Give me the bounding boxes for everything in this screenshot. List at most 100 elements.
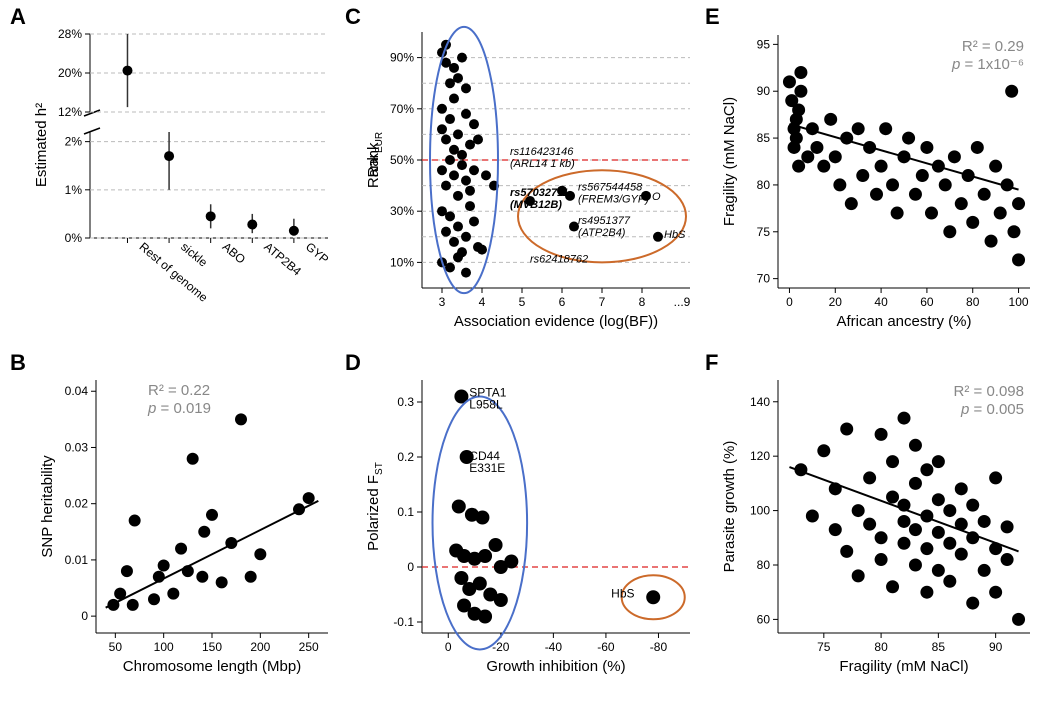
svg-text:70%: 70% <box>390 102 414 116</box>
svg-text:200: 200 <box>250 640 270 654</box>
svg-text:GYP: GYP <box>303 240 331 267</box>
panel-label-A: A <box>10 4 26 30</box>
svg-text:0.1: 0.1 <box>397 505 414 519</box>
svg-text:RankEUR: RankEUR <box>365 132 385 188</box>
svg-text:90: 90 <box>757 84 771 98</box>
panel-F: 758085906080100120140Fragility (mM NaCl)… <box>720 365 1040 685</box>
svg-text:90: 90 <box>989 640 1003 654</box>
svg-text:Fragility (mM NaCl): Fragility (mM NaCl) <box>839 658 968 675</box>
svg-text:-0.1: -0.1 <box>393 615 414 629</box>
svg-text:250: 250 <box>299 640 319 654</box>
panel-C: 345678...910%30%50%70%90%rs116423146(ARL… <box>360 20 700 340</box>
figure-root: A B C D E F 28% 20% 12% 2% 1% 0% Estimated h² R… <box>0 0 1050 703</box>
svg-text:SNP heritability: SNP heritability <box>39 455 56 558</box>
svg-text:Chromosome length (Mbp): Chromosome length (Mbp) <box>123 658 301 675</box>
svg-text:0.03: 0.03 <box>65 440 89 454</box>
svg-text:20: 20 <box>829 295 843 309</box>
chart-B: 5010015020025000.010.020.030.04Chromosom… <box>28 365 338 685</box>
svg-text:40: 40 <box>874 295 888 309</box>
svg-text:85: 85 <box>932 640 946 654</box>
panel-label-E: E <box>705 4 720 30</box>
chart-E: 020406080100707580859095African ancestry… <box>720 20 1040 340</box>
svg-text:1%: 1% <box>65 183 83 197</box>
svg-text:85: 85 <box>757 131 771 145</box>
svg-text:100: 100 <box>154 640 174 654</box>
svg-text:0: 0 <box>407 560 414 574</box>
svg-text:rs4951377: rs4951377 <box>578 215 631 227</box>
svg-text:7: 7 <box>599 295 606 309</box>
svg-text:Polarized FST: Polarized FST <box>365 462 385 551</box>
svg-text:6: 6 <box>559 295 566 309</box>
svg-text:Parasite growth (%): Parasite growth (%) <box>721 441 738 573</box>
svg-text:-80: -80 <box>650 640 668 654</box>
svg-text:20%: 20% <box>58 66 82 80</box>
svg-text:75: 75 <box>757 225 771 239</box>
svg-text:100: 100 <box>750 504 770 518</box>
panel-B: 5010015020025000.010.020.030.04Chromosom… <box>28 365 338 685</box>
svg-text:Fragility (mM NaCl): Fragility (mM NaCl) <box>721 97 738 226</box>
svg-text:95: 95 <box>757 37 771 51</box>
svg-text:...9: ...9 <box>674 295 691 309</box>
svg-text:90%: 90% <box>390 51 414 65</box>
svg-text:0.2: 0.2 <box>397 450 414 464</box>
svg-text:4: 4 <box>479 295 486 309</box>
svg-text:80: 80 <box>757 558 771 572</box>
svg-text:HbS: HbS <box>664 229 686 241</box>
svg-text:-40: -40 <box>545 640 563 654</box>
panel-E: 020406080100707580859095African ancestry… <box>720 20 1040 340</box>
svg-text:80: 80 <box>874 640 888 654</box>
svg-text:80: 80 <box>966 295 980 309</box>
svg-text:Growth inhibition (%): Growth inhibition (%) <box>486 658 625 675</box>
panel-label-F: F <box>705 350 718 376</box>
svg-text:rs116423146: rs116423146 <box>510 146 574 158</box>
svg-text:rs62418762: rs62418762 <box>530 253 588 265</box>
svg-text:0%: 0% <box>65 231 83 245</box>
svg-text:p = 0.019: p = 0.019 <box>147 400 211 417</box>
panel-label-D: D <box>345 350 361 376</box>
panel-D: 0-20-40-60-80-0.100.10.20.3SPTA1L958LCD4… <box>360 365 700 685</box>
svg-text:HbS: HbS <box>611 586 634 600</box>
panel-label-C: C <box>345 4 361 30</box>
svg-text:L958L: L958L <box>469 398 503 412</box>
chart-D: 0-20-40-60-80-0.100.10.20.3SPTA1L958LCD4… <box>360 365 700 685</box>
svg-text:R² = 0.29: R² = 0.29 <box>962 38 1024 55</box>
svg-text:0.3: 0.3 <box>397 395 414 409</box>
svg-text:(ARL14 1 kb): (ARL14 1 kb) <box>510 158 575 170</box>
svg-text:(ATP2B4): (ATP2B4) <box>578 227 626 239</box>
svg-text:10%: 10% <box>390 255 414 269</box>
svg-text:-60: -60 <box>597 640 615 654</box>
svg-text:rs57032711: rs57032711 <box>510 187 569 199</box>
svg-text:0.01: 0.01 <box>65 553 89 567</box>
svg-text:0.04: 0.04 <box>65 384 89 398</box>
chart-F: 758085906080100120140Fragility (mM NaCl)… <box>720 365 1040 685</box>
svg-text:sickle: sickle <box>178 240 210 270</box>
svg-text:E331E: E331E <box>469 461 505 475</box>
svg-text:80: 80 <box>757 178 771 192</box>
svg-text:R² = 0.098: R² = 0.098 <box>954 383 1024 400</box>
svg-text:0: 0 <box>786 295 793 309</box>
svg-text:50%: 50% <box>390 153 414 167</box>
svg-text:120: 120 <box>750 449 770 463</box>
chart-C: 345678...910%30%50%70%90%rs116423146(ARL… <box>360 20 700 340</box>
svg-text:60: 60 <box>920 295 934 309</box>
svg-text:ATP2B4: ATP2B4 <box>261 240 304 279</box>
svg-text:p = 1x10⁻⁶: p = 1x10⁻⁶ <box>951 56 1024 73</box>
svg-text:30%: 30% <box>390 204 414 218</box>
svg-text:0: 0 <box>81 609 88 623</box>
svg-text:100: 100 <box>1009 295 1029 309</box>
svg-text:p = 0.005: p = 0.005 <box>960 401 1024 418</box>
svg-text:3: 3 <box>439 295 446 309</box>
panel-A: 28%20%12%2%1%0%Estimated h²Rest of genom… <box>28 20 338 340</box>
svg-text:0: 0 <box>445 640 452 654</box>
svg-text:5: 5 <box>519 295 526 309</box>
svg-text:70: 70 <box>757 272 771 286</box>
svg-text:60: 60 <box>757 612 771 626</box>
svg-text:150: 150 <box>202 640 222 654</box>
svg-text:2%: 2% <box>65 135 83 149</box>
panel-label-B: B <box>10 350 26 376</box>
svg-text:12%: 12% <box>58 105 82 119</box>
svg-text:rs567544458: rs567544458 <box>578 182 643 194</box>
svg-text:28%: 28% <box>58 27 82 41</box>
svg-text:0.02: 0.02 <box>65 497 89 511</box>
svg-text:Estimated h²: Estimated h² <box>33 103 50 187</box>
